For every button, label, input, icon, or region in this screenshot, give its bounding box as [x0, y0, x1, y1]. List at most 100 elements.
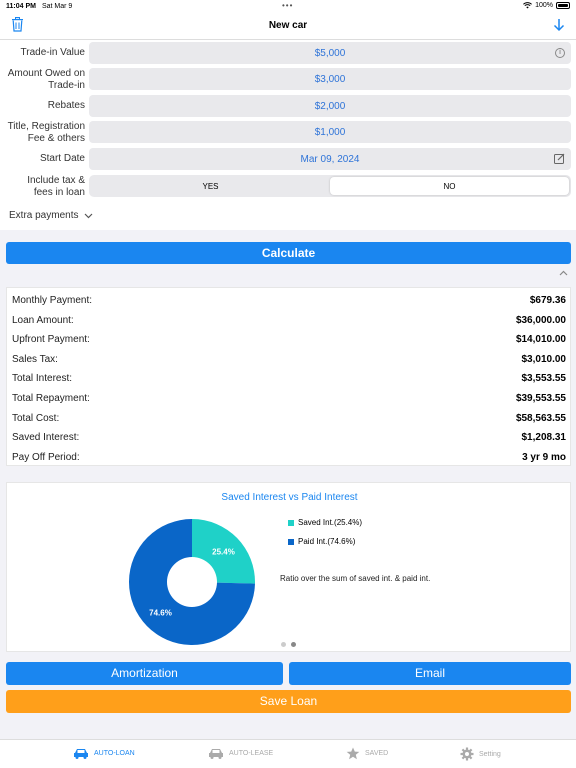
navigation-bar: New car: [0, 12, 576, 40]
legend-label-paid: Paid Int.(74.6%): [298, 537, 356, 546]
result-key: Pay Off Period:: [12, 451, 80, 463]
rebates-label: Rebates: [47, 100, 85, 111]
car-icon: [209, 749, 223, 759]
status-time: 11:04 PM: [6, 2, 36, 10]
page-dot-1[interactable]: [281, 642, 286, 647]
page-dot-2[interactable]: [291, 642, 296, 647]
tab-auto-lease[interactable]: AUTO-LEASE: [208, 747, 273, 759]
amortization-button[interactable]: Amortization: [6, 662, 283, 685]
tab-auto-loan-label: AUTO-LOAN: [94, 749, 135, 757]
result-row: Sales Tax: $3,010.00: [7, 349, 572, 369]
tab-auto-loan[interactable]: AUTO-LOAN: [73, 747, 135, 759]
rebates-value: $2,000: [314, 100, 346, 112]
extra-payments-toggle[interactable]: Extra payments: [9, 210, 93, 221]
result-row: Total Cost: $58,563.55: [7, 408, 572, 428]
amount-owed-field[interactable]: $3,000: [89, 68, 571, 90]
tab-bar: AUTO-LOAN AUTO-LEASE SAVED Setting: [0, 739, 576, 768]
pie-label-saved: 25.4%: [212, 547, 235, 556]
star-icon: [346, 747, 360, 760]
amount-owed-label-line2: Trade-in: [48, 80, 85, 91]
rebates-field[interactable]: $2,000: [89, 95, 571, 117]
tab-setting-label: Setting: [479, 750, 501, 758]
fees-label-line1: Title, Registration: [7, 121, 85, 132]
result-key: Monthly Payment:: [12, 295, 93, 306]
include-tax-label-line1: Include tax &: [27, 175, 85, 186]
trash-icon[interactable]: [11, 17, 24, 32]
wifi-icon: [523, 2, 533, 9]
fees-label: Title, Registration Fee & others: [8, 121, 85, 145]
chart-title: Saved Interest vs Paid Interest: [221, 492, 358, 503]
start-date-label: Start Date: [39, 153, 85, 164]
tab-saved[interactable]: SAVED: [346, 747, 388, 760]
info-icon[interactable]: i: [555, 48, 565, 58]
email-button[interactable]: Email: [289, 662, 571, 685]
battery-percent: 100%: [535, 2, 553, 9]
result-value: $3,553.55: [521, 373, 567, 385]
status-date: Sat Mar 9: [41, 2, 73, 10]
include-tax-segmented-control: YES NO: [89, 175, 571, 197]
results-panel: Monthly Payment: $679.36 Loan Amount: $36,0…: [6, 287, 571, 466]
trade-in-field[interactable]: $5,000 i: [89, 42, 571, 64]
result-key: Loan Amount:: [12, 314, 74, 326]
result-value: $39,553.55: [515, 393, 566, 404]
start-date-field[interactable]: Mar 09, 2024: [89, 148, 571, 170]
amount-owed-value: $3,000: [314, 73, 346, 85]
calculate-button[interactable]: Calculate: [6, 242, 571, 264]
start-date-value: Mar 09, 2024: [300, 153, 360, 165]
gear-icon: [460, 747, 474, 761]
car-icon: [74, 749, 88, 759]
interest-pie-chart: 25.4% 74.6%: [129, 519, 255, 645]
result-value: $36,000.00: [515, 314, 566, 326]
chevron-up-icon[interactable]: [559, 270, 568, 276]
result-row: Saved Interest: $1,208.31: [7, 427, 572, 447]
result-value: $1,208.31: [521, 432, 567, 444]
save-loan-button[interactable]: Save Loan: [6, 690, 571, 713]
result-row: Loan Amount: $36,000.00: [7, 310, 572, 330]
page-title: New car: [268, 20, 308, 31]
tab-saved-label: SAVED: [365, 750, 389, 757]
result-value: $58,563.55: [515, 412, 566, 424]
status-bar: 11:04 PM Sat Mar 9 ••• 100%: [0, 0, 576, 12]
legend-item-saved: Saved Int.(25.4%): [288, 518, 362, 527]
loan-form: Trade-in Value $5,000 i Amount Owed on T…: [0, 40, 576, 230]
amount-owed-label: Amount Owed on Trade-in: [8, 68, 85, 92]
tab-setting[interactable]: Setting: [460, 747, 501, 761]
result-key: Total Cost:: [12, 412, 60, 424]
multitask-dots-icon[interactable]: •••: [282, 1, 294, 10]
chevron-down-icon: [85, 213, 93, 218]
result-value: 3 yr 9 mo: [522, 451, 566, 463]
result-value: $14,010.00: [515, 334, 566, 346]
result-key: Total Repayment:: [12, 393, 90, 404]
page-indicator[interactable]: [281, 642, 296, 647]
legend-swatch-paid: [288, 538, 294, 545]
interest-chart-card: Saved Interest vs Paid Interest 25.4% 74.…: [6, 482, 571, 652]
trade-in-value: $5,000: [314, 47, 346, 59]
fees-field[interactable]: $1,000: [89, 121, 571, 143]
fees-value: $1,000: [314, 126, 346, 138]
pie-slice-paid: [129, 519, 255, 645]
extra-payments-label: Extra payments: [9, 210, 79, 221]
fees-label-line2: Fee & others: [27, 133, 85, 144]
result-row: Total Repayment: $39,553.55: [7, 388, 572, 408]
result-value: $679.36: [529, 295, 566, 306]
chart-note: Ratio over the sum of saved int. & paid …: [280, 574, 431, 583]
pie-slice-saved: [192, 519, 255, 584]
download-icon[interactable]: [553, 18, 565, 32]
include-tax-label: Include tax & fees in loan: [27, 175, 85, 199]
legend-item-paid: Paid Int.(74.6%): [288, 537, 355, 546]
trade-in-label: Trade-in Value: [20, 47, 85, 58]
result-key: Upfront Payment:: [12, 334, 90, 346]
tab-auto-lease-label: AUTO-LEASE: [229, 749, 274, 757]
result-key: Sales Tax:: [12, 353, 58, 365]
pie-label-paid: 74.6%: [149, 609, 172, 618]
legend-label-saved: Saved Int.(25.4%): [298, 518, 363, 527]
include-tax-yes-option[interactable]: YES: [202, 181, 219, 191]
result-row: Monthly Payment: $679.36: [7, 290, 572, 310]
result-key: Saved Interest:: [12, 432, 80, 444]
result-value: $3,010.00: [521, 353, 567, 365]
result-row: Pay Off Period: 3 yr 9 mo: [7, 447, 572, 467]
edit-icon[interactable]: [554, 153, 565, 164]
include-tax-no-option[interactable]: NO: [330, 177, 569, 195]
result-row: Upfront Payment: $14,010.00: [7, 329, 572, 349]
result-key: Total Interest:: [12, 373, 73, 385]
